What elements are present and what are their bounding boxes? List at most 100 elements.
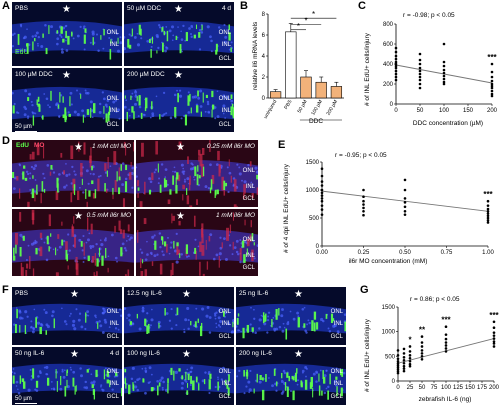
chart-b-ytick-label: 4 (262, 54, 266, 60)
layer-label: INL (221, 381, 231, 387)
chart-c-xtick-label: 50 (417, 108, 424, 114)
chart-b-category-label: 100 µM (310, 99, 324, 117)
layer-label: ONL (218, 369, 231, 375)
layer-label: GCL (330, 334, 343, 340)
chart-e-xtick-label: 0.50 (399, 250, 411, 256)
chart-g-sig-label: *** (441, 316, 451, 325)
layer-label: GCL (218, 334, 231, 340)
chart-b-bar (269, 91, 282, 99)
panel-a-tile-label: PBS (15, 5, 29, 12)
chart-g-xtick-label: 150 (465, 385, 476, 391)
chart-g-point (402, 369, 406, 373)
panel-a-tile-1: 50 µM DDC 4 d ★ ONL INL GCL (124, 2, 234, 66)
chart-g-point (396, 354, 400, 357)
chart-e-point (403, 178, 407, 182)
panel-f-tile-3: 50 ng IL-6 4 d ★ ONL INL GCL (12, 347, 122, 405)
injury-star-icon: ★ (74, 211, 83, 222)
chart-b-category-label: PBS (283, 98, 294, 110)
chart-g-point (420, 352, 424, 355)
chart-c-point (394, 69, 398, 73)
chart-g-point (444, 325, 448, 329)
panel-letter-d: D (2, 135, 10, 147)
chart-c-point (394, 57, 398, 61)
chart-e-point (403, 201, 407, 204)
chart-c-point (442, 77, 446, 81)
chart-e-y-axis-label: # of 4 dpi INL EdU+ cells/injury (283, 164, 290, 253)
chart-c-point (490, 70, 494, 74)
chart-c-ytick-label: 800 (383, 22, 394, 28)
scalebar-line (15, 131, 37, 132)
chart-c-point (442, 68, 446, 72)
chart-c-point (490, 82, 494, 86)
injury-star-icon: ★ (62, 4, 71, 15)
panel-letter-g: G (360, 284, 369, 296)
chart-e-point (320, 208, 324, 211)
chart-c-point (418, 78, 422, 82)
scalebar-line (15, 403, 37, 404)
chart-b-sig-label: * (297, 22, 300, 31)
chart-e-stat: r = -0.95; p < 0.05 (335, 152, 387, 159)
chart-c-point (394, 62, 398, 66)
chart-b-bar (300, 76, 312, 99)
chart-e-point (486, 209, 490, 213)
chart-c-point (394, 66, 398, 70)
chart-e-point (486, 216, 490, 220)
chart-g-point (420, 335, 424, 338)
chart-c-point (394, 46, 398, 50)
chart-g-point (408, 350, 412, 353)
chart-g-point (444, 344, 448, 347)
panel-d-tile-label: 1 mM il6r MO (216, 212, 255, 219)
chart-b-category-label: uninjured (263, 99, 279, 120)
chart-g-x-axis-label: zebrafish IL-6 (ng) (418, 396, 472, 403)
chart-c-point (394, 50, 398, 54)
chart-g-point (402, 367, 406, 370)
chart-c-ytick-label: 0 (390, 102, 394, 108)
injury-star-icon: ★ (182, 289, 191, 300)
layer-label: INL (109, 381, 119, 387)
layer-label: GCL (218, 122, 231, 128)
chart-g-point (492, 342, 496, 345)
chart-c-xtick-label: 0 (394, 108, 398, 114)
panel-a-tile-0: PBS ★ ONL INL EdU (12, 2, 122, 66)
chart-c-point (490, 94, 494, 98)
chart-e-point (362, 206, 365, 210)
chart-e-point (320, 194, 324, 197)
layer-label: ONL (218, 96, 231, 102)
panel-f-tile-label: 50 ng IL-6 (15, 350, 45, 357)
chart-b-bar (315, 81, 327, 99)
chart-e-point (486, 218, 490, 222)
chart-e-point (362, 195, 365, 199)
layer-label: ONL (330, 369, 343, 375)
chart-c-point (442, 71, 446, 75)
chart-g-xtick-label: 0 (396, 385, 400, 391)
chart-e-point (403, 209, 407, 213)
chart-g-point (402, 361, 406, 365)
layer-label: GCL (106, 122, 119, 128)
chart-e-scatter: 0 500 1000 1500 0.00 0.25 0.50 0.75 1.00 *** (278, 140, 500, 270)
chart-g-point (396, 363, 400, 367)
chart-g-sig-label: ** (419, 326, 426, 335)
chart-c-point (394, 72, 398, 76)
chart-e-point (320, 199, 324, 203)
chart-g-point (396, 367, 400, 371)
panel-a-tile-label: 200 µM DDC (127, 71, 165, 78)
layer-label: GCL (330, 394, 343, 400)
chart-e-point (362, 203, 365, 206)
chart-g-point (396, 361, 400, 365)
layer-label: GCL (106, 394, 119, 400)
panel-f-tile-2: 25 ng IL-6 ★ ONL INL GCL (236, 287, 346, 345)
chart-c-point (394, 54, 398, 58)
chart-c-point (394, 78, 398, 82)
chart-g-ytick-label: 1500 (382, 305, 396, 311)
chart-g-xtick-label: 175 (477, 385, 488, 391)
chart-c-point (418, 52, 422, 56)
chart-g-xtick-label: 25 (407, 385, 414, 391)
chart-e-point (362, 188, 365, 192)
panel-a-tile-3: 200 µM DDC ★ ONL INL GCL (124, 68, 234, 132)
chart-e-point (320, 167, 324, 171)
chart-c-point (418, 75, 422, 79)
chart-g-point (402, 364, 406, 368)
chart-g-point (492, 320, 496, 324)
chart-c-point (442, 82, 446, 86)
panel-a-tile-2: 100 µM DDC ★ ONL INL GCL (12, 68, 122, 132)
